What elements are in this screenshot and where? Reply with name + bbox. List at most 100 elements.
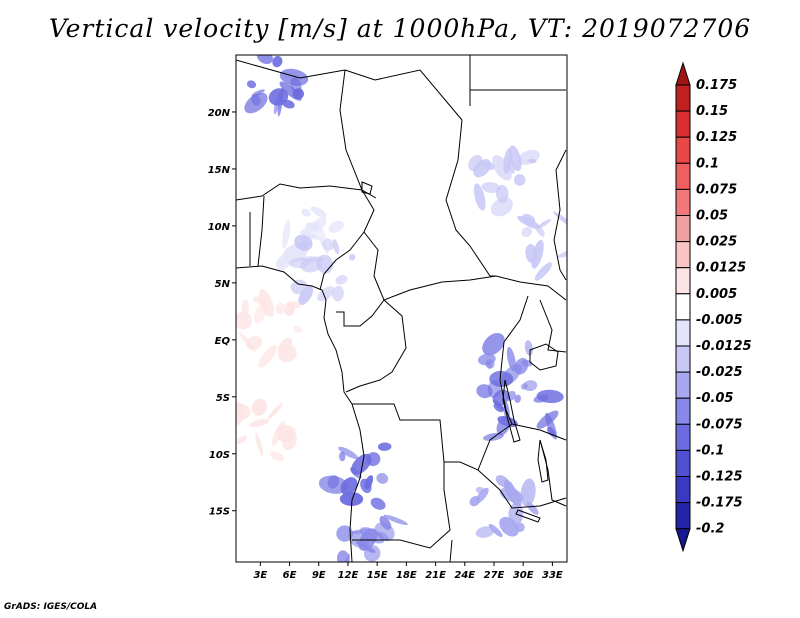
- field-blob: [420, 327, 440, 342]
- field-blob: [360, 527, 385, 544]
- field-region: [469, 475, 539, 538]
- colorbar: 0.175 0.15 0.125 0.1 0.075 0.05 0.025 0.0125 0.0…: [675, 61, 752, 553]
- field-blob: [495, 184, 509, 203]
- colorbar-label: 0.005: [696, 287, 737, 302]
- y-tick-label: 10S: [209, 450, 230, 461]
- colorbar-swatch: [675, 110, 691, 138]
- lake-victoria: [529, 343, 559, 371]
- field-blob: [571, 261, 583, 272]
- colorbar-label: -0.1: [696, 443, 724, 458]
- border-congo-drc: [345, 299, 407, 393]
- field-blob: [524, 340, 534, 356]
- x-tick-label: 9E: [312, 570, 326, 581]
- field-blob: [339, 492, 364, 506]
- field-blob: [534, 262, 553, 281]
- field-blob: [253, 301, 268, 324]
- colorbar-label: -0.175: [696, 496, 743, 511]
- field-region: [387, 321, 459, 387]
- lake-malawi: [537, 439, 549, 483]
- colorbar-arrow-bottom: [675, 528, 691, 553]
- colorbar-swatch: [675, 162, 691, 190]
- colorbar-swatch: [675, 293, 691, 321]
- field-blob: [377, 442, 392, 451]
- field-blob: [379, 516, 392, 530]
- field-blob: [523, 380, 538, 392]
- x-tick-label: 12E: [338, 570, 359, 581]
- field-blob: [236, 403, 251, 421]
- y-tick-label: 15S: [209, 507, 230, 518]
- x-tick-label: 21E: [425, 570, 446, 581]
- border-libya-niger: [236, 59, 346, 79]
- chart-title: Vertical velocity [m/s] at 1000hPa, VT: …: [48, 14, 752, 43]
- colorbar-swatch: [675, 345, 691, 373]
- colorbar-swatch: [675, 267, 691, 295]
- colorbar-label: 0.075: [696, 182, 737, 197]
- field-blob: [483, 432, 504, 441]
- field-blob: [437, 357, 450, 370]
- field-blob: [481, 181, 501, 194]
- y-axis: 20N 15N 10N 5N EQ 5S 10S 15S: [208, 108, 236, 518]
- field-blob: [557, 246, 567, 258]
- field-blob: [318, 475, 349, 494]
- field-blob: [236, 435, 248, 444]
- field-blob: [469, 496, 481, 507]
- border-drc-east: [352, 295, 529, 471]
- field-blob: [305, 222, 326, 241]
- x-tick-label: 15E: [367, 570, 388, 581]
- field-blob: [236, 311, 252, 330]
- lake-tanganyika: [502, 379, 521, 443]
- field-blob: [485, 358, 495, 369]
- field-blob: [546, 426, 556, 437]
- field-blob: [269, 451, 285, 461]
- x-tick-label: 33E: [542, 570, 563, 581]
- field-blob: [336, 550, 350, 562]
- field-blob: [298, 285, 314, 306]
- field-blob: [536, 410, 559, 429]
- field-blob: [239, 331, 257, 353]
- field-blob: [273, 92, 281, 115]
- border-sudan-south: [495, 275, 567, 301]
- x-axis: 3E 6E 9E 12E 15E 18E 21E 24E 27E 30E 33E: [253, 562, 563, 581]
- field-blob: [520, 478, 536, 507]
- field-blob: [570, 268, 585, 284]
- field-blob: [491, 155, 512, 181]
- field-blob: [376, 472, 389, 484]
- field-region: [275, 206, 345, 271]
- border-chad-sudan: [445, 119, 463, 231]
- field-blob: [328, 220, 345, 234]
- field-blob: [251, 398, 267, 416]
- field-blob: [514, 394, 521, 403]
- colorbar-label: -0.0125: [696, 339, 752, 354]
- field-blob: [267, 402, 283, 421]
- field-blob: [490, 197, 513, 217]
- colorbar-label: -0.025: [696, 365, 743, 380]
- country-borders: [236, 55, 567, 562]
- colorbar-swatch: [675, 84, 691, 112]
- velocity-field: [236, 55, 585, 562]
- colorbar-swatch: [675, 241, 691, 269]
- field-blob: [332, 239, 340, 255]
- colorbar-label: 0.15: [696, 104, 728, 119]
- field-blob: [338, 446, 359, 459]
- field-blob: [241, 299, 249, 318]
- colorbar-label: 0.175: [696, 78, 737, 93]
- y-tick-label: 20N: [208, 108, 231, 119]
- map-frame: [235, 54, 568, 563]
- field-blob: [332, 285, 344, 302]
- border-gabon: [336, 299, 385, 327]
- field-blob: [310, 206, 327, 218]
- field-blob: [339, 451, 346, 462]
- field-blob: [403, 373, 430, 387]
- field-blob: [383, 514, 408, 526]
- border-chad-libya: [344, 69, 463, 121]
- field-blob: [553, 211, 567, 229]
- border-angola-zambia: [352, 462, 451, 549]
- border-malawi: [539, 439, 567, 507]
- field-blob: [350, 467, 362, 479]
- colorbar-label: -0.125: [696, 470, 743, 485]
- border-zambia-south: [477, 469, 567, 509]
- field-blob: [482, 332, 505, 356]
- field-blob: [299, 240, 308, 251]
- colorbar-swatch: [675, 188, 691, 216]
